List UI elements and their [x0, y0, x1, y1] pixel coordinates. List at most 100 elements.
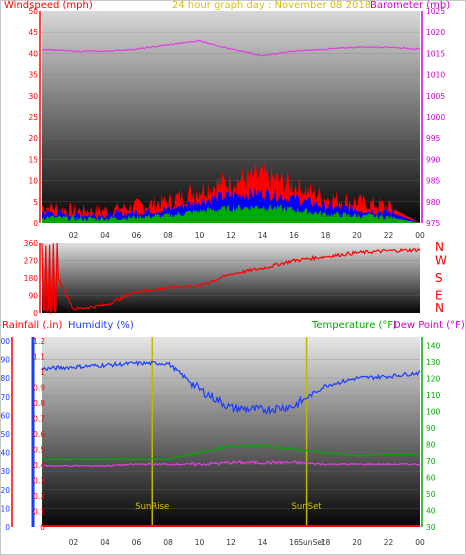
windspeed-tick-label: 50 — [28, 7, 38, 16]
humidity-tick-label: 90 — [0, 356, 10, 365]
windspeed-axis-title: Windspeed (mph) — [4, 0, 93, 11]
direction-tick-label: 270 — [24, 257, 39, 266]
barometer-line — [41, 39, 420, 57]
barometer-tick-label: 1000 — [426, 113, 445, 122]
barometer-tick-label: 1015 — [426, 49, 445, 58]
compass-label: S — [435, 271, 443, 285]
temperature-tick-label: 80 — [426, 440, 436, 449]
time-tick-label: 22 — [384, 231, 394, 240]
windspeed-tick-label: 35 — [28, 71, 38, 80]
rainfall-tick-label: 0.7 — [33, 415, 45, 424]
humidity-tick-label: 20 — [0, 486, 10, 495]
sunset-axis-label: SunSet — [298, 538, 325, 547]
dewpoint-line — [41, 460, 421, 468]
time-tick-label: 20 — [352, 538, 362, 547]
temperature-tick-label: 110 — [426, 391, 441, 400]
rainfall-tick-label: 1.1 — [33, 353, 45, 362]
temperature-tick-label: 50 — [426, 490, 436, 499]
direction-tick-label: 360 — [24, 239, 39, 248]
rainfall-tick-label: 0 — [40, 523, 45, 532]
rainfall-tick-label: 0.8 — [33, 399, 45, 408]
compass-label: W — [435, 254, 447, 268]
time-tick-label: 02 — [69, 538, 79, 547]
rainfall-tick-label: 0.1 — [33, 508, 45, 517]
time-tick-label: 06 — [132, 538, 142, 547]
barometer-tick-label: 995 — [426, 134, 441, 143]
time-tick-label: 16 — [289, 538, 299, 547]
barometer-axis-title: Barometer (mb) — [370, 0, 451, 11]
temperature-line — [41, 443, 421, 461]
rainfall-tick-label: 0.5 — [33, 446, 45, 455]
temperature-tick-label: 30 — [426, 523, 436, 532]
rainfall-tick-label: 1 — [40, 368, 45, 377]
time-tick-label: 06 — [132, 231, 142, 240]
windspeed-tick-label: 0 — [33, 219, 38, 228]
windspeed-tick-label: 5 — [33, 198, 38, 207]
humidity-tick-label: 10 — [0, 504, 10, 513]
barometer-tick-label: 1005 — [426, 92, 445, 101]
temperature-tick-label: 130 — [426, 358, 441, 367]
windspeed-area — [42, 162, 420, 223]
windspeed-tick-label: 15 — [28, 155, 38, 164]
temperature-tick-label: 90 — [426, 424, 436, 433]
direction-tick-label: 180 — [24, 274, 39, 283]
barometer-tick-label: 985 — [426, 177, 441, 186]
temperature-tick-label: 60 — [426, 473, 436, 482]
wind-low-area — [42, 203, 420, 223]
bottom-plot-area — [42, 337, 420, 527]
sunset-label: SunSet — [292, 502, 323, 512]
temperature-tick-label: 70 — [426, 457, 436, 466]
time-tick-label: 08 — [163, 231, 173, 240]
barometer-tick-label: 975 — [426, 219, 441, 228]
barometer-tick-label: 1025 — [426, 7, 445, 16]
temperature-tick-label: 100 — [426, 407, 441, 416]
compass-label: N — [435, 301, 444, 315]
rainfall-tick-label: 0.4 — [33, 461, 45, 470]
rainfall-axis-title: Rainfall (.in) — [2, 320, 63, 331]
time-tick-label: 18 — [321, 231, 331, 240]
temperature-axis-title: Temperature (°F) — [312, 320, 398, 331]
humidity-tick-label: 50 — [0, 430, 10, 439]
rainfall-tick-label: 0.2 — [33, 492, 45, 501]
graph-title: 24 hour graph day : November 08 2018 — [172, 0, 372, 11]
barometer-tick-label: 990 — [426, 155, 441, 164]
humidity-tick-label: 30 — [0, 467, 10, 476]
humidity-line — [41, 360, 421, 415]
time-tick-label: 20 — [352, 231, 362, 240]
rainfall-tick-label: 0.9 — [33, 384, 45, 393]
temperature-tick-label: 140 — [426, 341, 441, 350]
time-tick-label: 18 — [321, 538, 331, 547]
time-tick-label: 04 — [100, 231, 110, 240]
time-tick-label: 10 — [195, 231, 205, 240]
humidity-axis-title: Humidity (%) — [68, 320, 134, 331]
barometer-tick-label: 980 — [426, 198, 441, 207]
rainfall-tick-label: 0.3 — [33, 477, 45, 486]
compass-label: E — [435, 289, 443, 303]
wind-direction-line — [41, 242, 421, 315]
humidity-tick-label: 70 — [0, 393, 10, 402]
windspeed-tick-label: 45 — [28, 28, 38, 37]
time-tick-label: 12 — [226, 538, 236, 547]
temperature-tick-label: 120 — [426, 374, 441, 383]
windspeed-tick-label: 20 — [28, 134, 38, 143]
windspeed-tick-label: 25 — [28, 113, 38, 122]
time-tick-label: 22 — [384, 538, 394, 547]
humidity-tick-label: 60 — [0, 411, 10, 420]
time-tick-label: 04 — [100, 538, 110, 547]
time-tick-label: 16 — [289, 231, 299, 240]
direction-tick-label: 0 — [33, 309, 38, 318]
time-tick-label: 14 — [258, 231, 268, 240]
time-tick-label: 00 — [415, 538, 425, 547]
humidity-tick-label: 100 — [0, 337, 10, 346]
humidity-tick-label: 40 — [0, 449, 10, 458]
compass-label: N — [435, 240, 444, 254]
barometer-tick-label: 1020 — [426, 28, 445, 37]
barometer-tick-label: 1010 — [426, 71, 445, 80]
windspeed-tick-label: 40 — [28, 49, 38, 58]
time-tick-label: 14 — [258, 538, 268, 547]
time-tick-label: 12 — [226, 231, 236, 240]
humidity-tick-label: 0 — [5, 523, 10, 532]
time-tick-label: 00 — [415, 231, 425, 240]
humidity-tick-label: 80 — [0, 374, 10, 383]
